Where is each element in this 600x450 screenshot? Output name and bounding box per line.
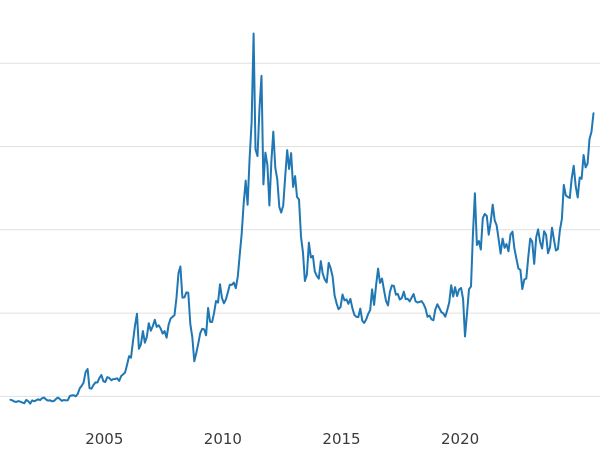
price-line-series — [9, 32, 595, 405]
x-axis-tick-label: 2020 — [441, 430, 479, 448]
x-axis-tick-label: 2015 — [322, 430, 360, 448]
x-axis-tick-label: 2010 — [204, 430, 242, 448]
series-layer — [9, 32, 595, 405]
x-axis-tick-label: 2005 — [85, 430, 123, 448]
x-axis-labels-layer: 2005 2010 2015 2020 — [85, 430, 479, 448]
